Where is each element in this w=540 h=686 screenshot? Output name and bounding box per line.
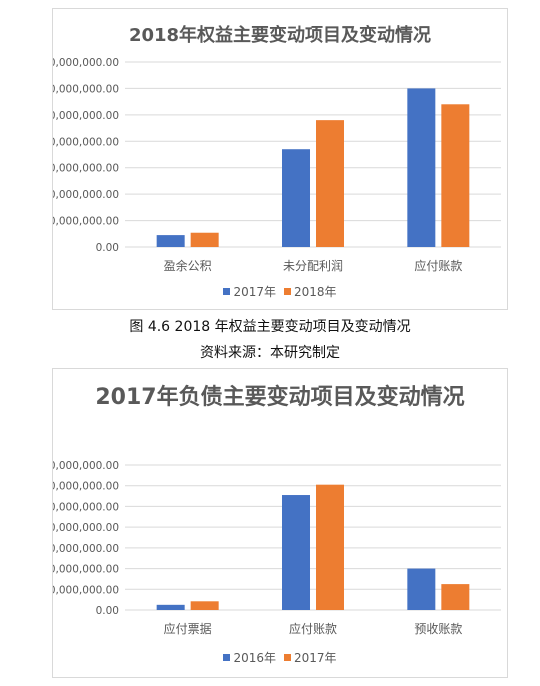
- bar: [407, 88, 436, 247]
- y-tick-label: 5,000,000,000.00: [53, 501, 119, 513]
- x-category-label: 应付账款: [289, 621, 337, 636]
- y-tick-label: 4,000,000,000.00: [53, 136, 119, 148]
- legend-item: 2017年: [284, 649, 337, 666]
- chart-equity-2018: 2018年权益主要变动项目及变动情况 0.00 1,000,000,000.00 2…: [52, 8, 508, 310]
- legend-swatch: [284, 288, 291, 295]
- bar: [282, 149, 310, 247]
- legend-label: 2017年: [233, 285, 276, 299]
- bar: [190, 232, 219, 247]
- bar: [156, 235, 185, 247]
- figure-caption: 图 4.6 2018 年权益主要变动项目及变动情况: [129, 319, 411, 335]
- chart-plot: 0.00 1,000,000,000.00 2,000,000,000.00 3,00…: [53, 460, 501, 636]
- legend-swatch: [223, 654, 231, 661]
- legend-label: 2016年: [233, 651, 276, 665]
- bar: [282, 495, 310, 610]
- bar: [407, 568, 436, 610]
- y-tick-label: 1,000,000,000.00: [53, 584, 119, 596]
- y-tick-label: 6,000,000,000.00: [53, 83, 119, 95]
- chart-liabilities-2017: 2017年负债主要变动项目及变动情况 0.00 1,000,000,000.00 2…: [52, 368, 508, 678]
- y-tick-label: 6,000,000,000.00: [53, 481, 119, 493]
- y-tick-label: 0.00: [96, 605, 119, 617]
- legend-item: 2017年: [223, 283, 276, 300]
- chart-legend: 2016年 2017年: [53, 649, 507, 666]
- y-tick-label: 1,000,000,000.00: [53, 216, 119, 228]
- legend-swatch: [284, 654, 291, 661]
- chart-title: 2017年负债主要变动项目及变动情况: [95, 385, 465, 410]
- bar: [441, 104, 470, 248]
- legend-swatch: [223, 288, 231, 295]
- bar: [190, 601, 219, 610]
- legend-item: 2016年: [223, 649, 276, 666]
- x-category-label: 盈余公积: [164, 258, 212, 273]
- bar: [316, 120, 344, 247]
- chart-title: 2018年权益主要变动项目及变动情况: [128, 25, 432, 46]
- y-tick-label: 5,000,000,000.00: [53, 110, 119, 122]
- legend-label: 2017年: [294, 651, 337, 665]
- y-tick-label: 2,000,000,000.00: [53, 189, 119, 201]
- y-tick-label: 3,000,000,000.00: [53, 163, 119, 175]
- bar: [441, 584, 470, 610]
- top-text-fragment: [0, 0, 540, 6]
- y-tick-label: 7,000,000,000.00: [53, 460, 119, 472]
- y-tick-label: 4,000,000,000.00: [53, 522, 119, 534]
- legend-label: 2018年: [294, 285, 337, 299]
- x-category-label: 预收账款: [414, 622, 462, 636]
- y-tick-label: 2,000,000,000.00: [53, 564, 119, 576]
- y-tick-label: 7,000,000,000.00: [53, 57, 119, 69]
- bar: [156, 604, 185, 610]
- legend-item: 2018年: [284, 283, 337, 300]
- source-caption: 资料来源：本研究制定: [200, 345, 340, 361]
- y-tick-label: 0.00: [96, 242, 119, 254]
- chart-plot: 0.00 1,000,000,000.00 2,000,000,000.00 3,00…: [53, 57, 501, 273]
- x-category-label: 未分配利润: [283, 259, 343, 273]
- y-tick-label: 3,000,000,000.00: [53, 543, 119, 555]
- bar: [316, 484, 344, 610]
- x-category-label: 应付账款: [414, 258, 462, 273]
- chart-legend: 2017年 2018年: [53, 283, 507, 300]
- x-category-label: 应付票据: [164, 621, 212, 636]
